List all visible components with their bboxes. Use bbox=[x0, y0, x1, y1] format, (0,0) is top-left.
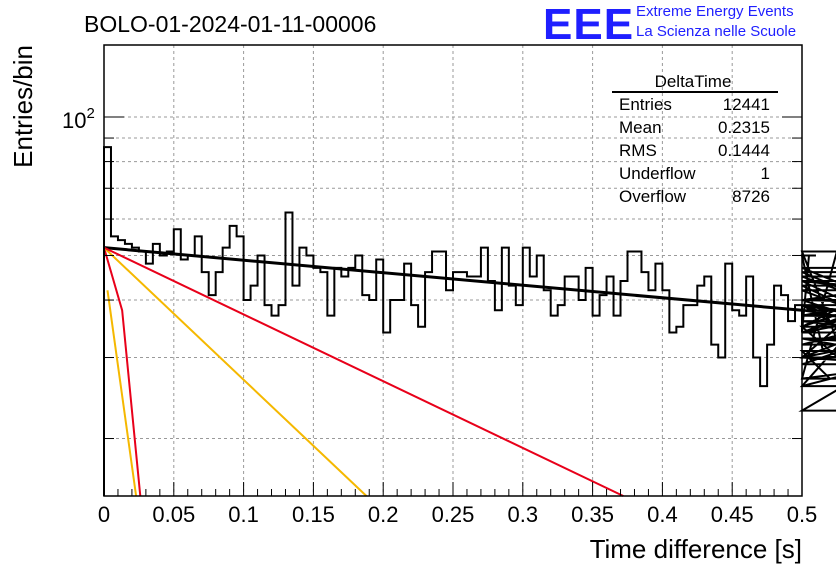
y-tick-label-100: 102 bbox=[62, 105, 95, 133]
axis-ticks bbox=[103, 116, 803, 496]
x-tick-label: 0.05 bbox=[152, 502, 195, 527]
grid-lines bbox=[104, 45, 802, 496]
stats-label-mean: Mean bbox=[619, 118, 662, 137]
x-tick-labels: 0 0.05 0.1 0.15 0.2 0.25 0.3 0.35 0.4 0.45 0.5 bbox=[98, 502, 817, 527]
stats-value-underflow: 1 bbox=[761, 164, 770, 183]
eee-logo: EEE bbox=[543, 0, 635, 49]
stats-label-entries: Entries bbox=[619, 95, 672, 114]
y-tick-exponent: 2 bbox=[86, 105, 94, 122]
fit-curve bbox=[103, 246, 624, 497]
x-tick-label: 0.4 bbox=[647, 502, 678, 527]
x-tick-label: 0.2 bbox=[368, 502, 399, 527]
stats-title: DeltaTime bbox=[655, 72, 732, 91]
fit-curve bbox=[103, 247, 142, 497]
logo-subtitle-line1: Extreme Energy Events bbox=[636, 3, 794, 20]
stats-box: DeltaTime Entries 12441 Mean 0.2315 RMS … bbox=[612, 72, 778, 206]
stats-label-overflow: Overflow bbox=[619, 187, 687, 206]
fit-curve bbox=[106, 290, 138, 497]
stats-value-mean: 0.2315 bbox=[718, 118, 770, 137]
y-axis-label: Entries/bin bbox=[8, 45, 38, 168]
x-tick-label: 0.15 bbox=[292, 502, 335, 527]
x-tick-label: 0.35 bbox=[571, 502, 614, 527]
x-tick-label: 0.1 bbox=[228, 502, 259, 527]
x-tick-label: 0.25 bbox=[432, 502, 475, 527]
stats-label-underflow: Underflow bbox=[619, 164, 696, 183]
x-axis-label: Time difference [s] bbox=[590, 534, 802, 564]
x-tick-label: 0 bbox=[98, 502, 110, 527]
y-tick-base: 10 bbox=[62, 108, 86, 133]
fit-curve bbox=[103, 246, 368, 497]
stats-value-entries: 12441 bbox=[723, 95, 770, 114]
x-tick-label: 0.3 bbox=[508, 502, 539, 527]
x-tick-label: 0.5 bbox=[787, 502, 818, 527]
histogram-line bbox=[103, 146, 836, 496]
stats-label-rms: RMS bbox=[619, 141, 657, 160]
stats-value-overflow: 8726 bbox=[732, 187, 770, 206]
x-tick-label: 0.45 bbox=[711, 502, 754, 527]
chart-title: BOLO-01-2024-01-11-00006 bbox=[84, 11, 377, 37]
stats-value-rms: 0.1444 bbox=[718, 141, 770, 160]
logo-subtitle-line2: La Scienza nelle Scuole bbox=[636, 23, 797, 40]
